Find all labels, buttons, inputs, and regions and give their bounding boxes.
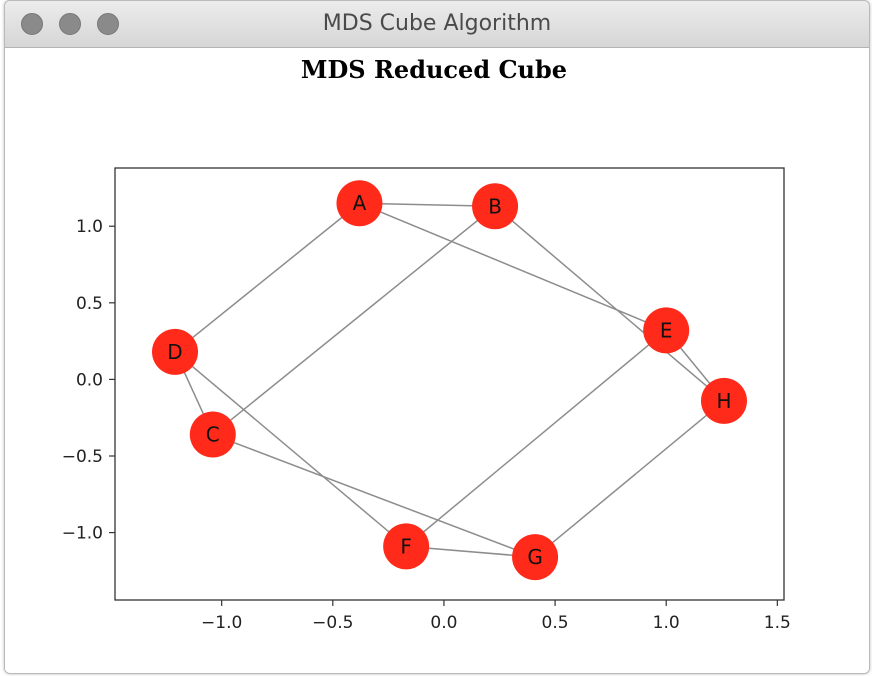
y-tick-label: −0.5: [62, 447, 103, 467]
edge-g-h: [534, 400, 725, 558]
edge-d-f: [174, 351, 407, 547]
x-tick-label: 1.5: [764, 613, 791, 633]
close-window-button[interactable]: [21, 13, 43, 35]
node-g: G: [512, 534, 559, 581]
node-a: A: [336, 180, 383, 227]
title-bar: MDS Cube Algorithm: [5, 1, 869, 48]
node-label: H: [716, 389, 731, 413]
figure-canvas: MDS Reduced Cube A B C D E F G H −1.0 −0.5 0.0 0.5…: [5, 48, 869, 673]
edges-layer: [174, 202, 725, 558]
x-axis: −1.0 −0.5 0.0 0.5 1.0 1.5: [201, 600, 791, 633]
node-c: C: [189, 411, 236, 458]
node-h: H: [700, 377, 747, 424]
x-tick-label: 0.0: [430, 613, 457, 633]
x-tick-label: −0.5: [312, 613, 353, 633]
edge-b-c: [212, 205, 496, 436]
node-marker: [189, 411, 236, 458]
node-label: G: [527, 545, 543, 569]
node-b: B: [472, 183, 519, 230]
mds-chart: MDS Reduced Cube A B C D E F G H −1.0 −0.5 0.0 0.5…: [62, 55, 791, 633]
edge-e-f: [405, 329, 667, 547]
minimize-window-button[interactable]: [59, 13, 81, 35]
node-f: F: [383, 523, 430, 570]
node-e: E: [643, 307, 690, 354]
node-marker: [336, 180, 383, 227]
node-label: A: [353, 191, 367, 215]
x-tick-label: −1.0: [201, 613, 242, 633]
node-marker: [700, 377, 747, 424]
y-tick-label: 1.0: [76, 217, 103, 237]
app-window: MDS Cube Algorithm MDS Reduced Cube A B C D…: [4, 0, 870, 674]
x-tick-label: 0.5: [542, 613, 569, 633]
nodes-layer: A B C D E F G H: [152, 180, 747, 581]
node-label: B: [488, 194, 502, 218]
window-title: MDS Cube Algorithm: [322, 11, 552, 36]
node-d: D: [152, 328, 199, 375]
node-marker: [152, 328, 199, 375]
node-marker: [643, 307, 690, 354]
y-tick-label: 0.5: [76, 294, 103, 314]
chart-title: MDS Reduced Cube: [301, 55, 567, 84]
y-tick-label: −1.0: [62, 524, 103, 544]
y-axis: 1.0 0.5 0.0 −0.5 −1.0: [62, 217, 115, 544]
y-tick-label: 0.0: [76, 370, 103, 390]
node-label: F: [400, 534, 412, 558]
node-label: E: [660, 318, 673, 342]
plot-frame: [114, 167, 785, 601]
edge-c-g: [212, 433, 536, 558]
edge-a-d: [174, 202, 360, 353]
zoom-window-button[interactable]: [97, 13, 119, 35]
x-tick-label: 1.0: [653, 613, 680, 633]
node-marker: [383, 523, 430, 570]
edge-b-h: [494, 205, 725, 402]
node-marker: [512, 534, 559, 581]
node-label: D: [167, 340, 182, 364]
node-label: C: [206, 423, 220, 447]
node-marker: [472, 183, 519, 230]
